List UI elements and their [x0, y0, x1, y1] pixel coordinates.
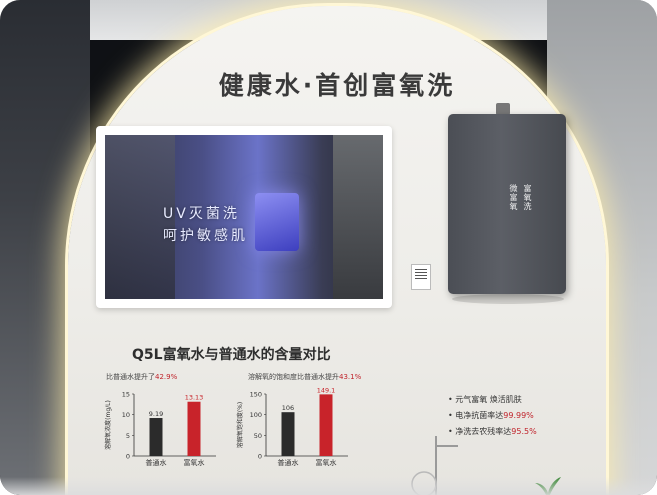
feature-item: • 元气富氧 焕活肌肤 — [448, 395, 522, 404]
chart-caption-saturation: 溶解氧的饱和度比普通水提升43.1% — [248, 372, 361, 382]
bar — [187, 401, 201, 456]
bar — [281, 412, 295, 456]
data-label: 149.1 — [317, 386, 336, 394]
feature-list: • 元气富氧 焕活肌肤 • 电净抗菌率达99.99% • 净洗去农残率达95.5… — [448, 394, 598, 442]
y-tick-label: 15 — [122, 391, 130, 399]
bar — [149, 418, 163, 456]
heater-shadow — [452, 294, 564, 304]
water-heater-product: 微富氧 富氧洗 — [448, 114, 566, 294]
heater-display-text: 富氧洗 — [523, 184, 532, 211]
y-tick-label: 150 — [250, 391, 262, 399]
feature-item: • 电净抗菌率达99.99% — [448, 411, 534, 420]
category-label: 普通水 — [278, 458, 299, 467]
heater-outlet — [496, 103, 510, 115]
bar — [319, 394, 333, 456]
caption-text: 比普通水提升了 — [106, 373, 155, 381]
data-label: 106 — [282, 404, 294, 412]
caption-text: 溶解氧的饱和度比普通水提升 — [248, 373, 339, 381]
y-tick-label: 5 — [126, 432, 130, 440]
y-tick-label: 0 — [258, 453, 262, 461]
y-tick-label: 10 — [122, 411, 130, 419]
concentration-bar-chart: 15 10 5 0 溶解氧浓度(mg/L) 9.19 普通水 13.13 富氧水 — [104, 391, 216, 467]
category-label: 富氧水 — [184, 458, 205, 467]
qr-code-tag — [411, 264, 431, 290]
feature-item: • 净洗去农残率达95.5% — [448, 427, 537, 436]
tv-heater-image — [255, 193, 299, 251]
category-label: 富氧水 — [316, 458, 337, 467]
tv-headline: UV灭菌洗 — [163, 206, 240, 222]
tv-display: UV灭菌洗 呵护敏感肌 — [96, 126, 392, 308]
heater-display-panel: 微富氧 富氧洗 — [500, 182, 550, 248]
tv-scene-cabinet — [333, 135, 383, 299]
data-label: 13.13 — [185, 394, 204, 402]
y-axis-label: 溶解氧饱和度(%) — [236, 402, 244, 448]
tv-scene-wall — [105, 135, 175, 299]
y-tick-label: 100 — [250, 411, 262, 419]
y-tick-label: 50 — [254, 432, 262, 440]
comparison-title: Q5L富氧水与普通水的含量对比 — [132, 347, 331, 363]
y-tick-label: 0 — [126, 453, 130, 461]
data-label: 9.19 — [149, 410, 163, 418]
tv-screen: UV灭菌洗 呵护敏感肌 — [105, 135, 383, 299]
caption-percent: 43.1% — [339, 373, 362, 381]
caption-percent: 42.9% — [155, 373, 178, 381]
arch-display-wall: 健康水·首创富氧洗 UV灭菌洗 呵护敏感肌 微富氧 富氧洗 Q5L富氧水与普通水… — [68, 6, 606, 495]
floor-glow — [0, 477, 657, 495]
category-label: 普通水 — [146, 458, 167, 467]
headline: 健康水·首创富氧洗 — [218, 71, 456, 100]
saturation-bar-chart: 150 100 50 0 溶解氧饱和度(%) 106 普通水 149.1 富氧水 — [236, 386, 348, 467]
heater-display-text: 微富氧 — [509, 184, 518, 211]
y-axis-label: 溶解氧浓度(mg/L) — [104, 400, 112, 450]
tv-subheadline: 呵护敏感肌 — [163, 228, 248, 244]
chart-caption-concentration: 比普通水提升了42.9% — [106, 372, 177, 382]
